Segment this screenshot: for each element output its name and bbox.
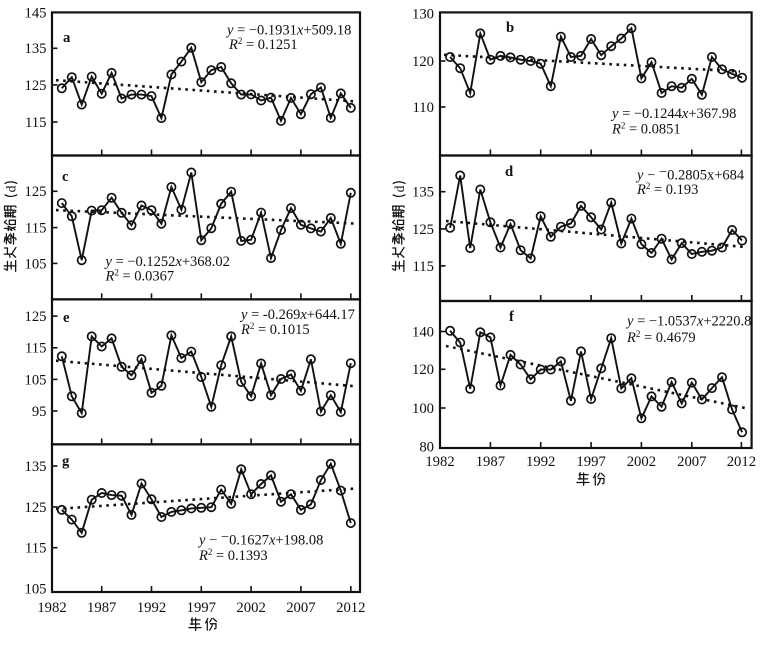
svg-text:y = -0.269x+644.17: y = -0.269x+644.17: [239, 307, 355, 323]
svg-text:135: 135: [24, 459, 46, 475]
svg-text:d: d: [392, 185, 407, 192]
svg-text:105: 105: [24, 372, 46, 388]
svg-text:y − −​0.2805x+684: y − −​0.2805x+684: [635, 165, 745, 184]
svg-text:R2​ = 0.0367: R2​ = 0.0367: [105, 268, 175, 285]
svg-text:2007: 2007: [677, 454, 706, 470]
svg-text:115: 115: [25, 341, 47, 357]
svg-text:120: 120: [412, 362, 434, 378]
svg-text:d: d: [4, 185, 19, 192]
svg-text:135: 135: [24, 41, 46, 57]
svg-text:125: 125: [24, 78, 46, 94]
svg-text:80: 80: [419, 439, 434, 455]
svg-text:R2​ = 0.1251: R2​ = 0.1251: [228, 36, 298, 53]
svg-text:2012: 2012: [336, 600, 365, 616]
svg-text:110: 110: [413, 100, 435, 116]
svg-text:130: 130: [412, 6, 434, 22]
svg-text:y = −0.1244x+367.98: y = −0.1244x+367.98: [610, 106, 736, 122]
svg-text:g: g: [62, 454, 70, 470]
svg-text:125: 125: [412, 222, 434, 238]
svg-text:2007: 2007: [286, 600, 315, 616]
svg-text:95: 95: [32, 404, 47, 420]
svg-text:2012: 2012: [727, 454, 756, 470]
svg-text:145: 145: [24, 5, 46, 21]
svg-text:125: 125: [24, 184, 46, 200]
svg-text:1997: 1997: [187, 600, 216, 616]
svg-text:R2​ = 0.1393: R2​ = 0.1393: [198, 547, 268, 564]
svg-text:115: 115: [25, 541, 47, 557]
svg-text:R2​ = 0.193: R2​ = 0.193: [636, 181, 698, 198]
svg-text:120: 120: [412, 54, 434, 70]
svg-text:c: c: [62, 169, 69, 185]
svg-text:1997: 1997: [576, 454, 605, 470]
svg-text:y = −0.1931x+509.18: y = −0.1931x+509.18: [225, 23, 351, 39]
svg-text:1982: 1982: [425, 454, 454, 470]
svg-text:R2​ = 0.1015: R2​ = 0.1015: [240, 321, 310, 338]
svg-text:100: 100: [412, 401, 434, 417]
svg-text:y = −0.1252x+368.02: y = −0.1252x+368.02: [104, 254, 230, 270]
svg-text:115: 115: [25, 115, 47, 131]
svg-text:2002: 2002: [627, 454, 656, 470]
svg-text:a: a: [63, 30, 71, 46]
svg-text:115: 115: [25, 221, 47, 237]
svg-text:1987: 1987: [476, 454, 505, 470]
svg-text:125: 125: [24, 500, 46, 516]
svg-text:1982: 1982: [37, 600, 66, 616]
svg-text:140: 140: [412, 324, 434, 340]
svg-text:f: f: [509, 309, 515, 325]
svg-text:y − −​0.1627x+198.08: y − −​0.1627x+198.08: [197, 530, 323, 549]
svg-text:1987: 1987: [87, 600, 116, 616]
svg-text:135: 135: [412, 185, 434, 201]
svg-text:y = −1.0537x+2220.8: y = −1.0537x+2220.8: [625, 314, 751, 330]
svg-text:2002: 2002: [236, 600, 265, 616]
svg-text:125: 125: [24, 309, 46, 325]
svg-text:1992: 1992: [526, 454, 555, 470]
svg-text:e: e: [63, 310, 70, 326]
svg-text:105: 105: [24, 256, 46, 272]
svg-text:d: d: [505, 164, 513, 180]
svg-text:R2​ = 0.4679: R2​ = 0.4679: [626, 329, 696, 346]
svg-text:105: 105: [24, 581, 46, 597]
svg-text:R2​ = 0.0851: R2​ = 0.0851: [611, 121, 681, 138]
svg-text:115: 115: [413, 259, 435, 275]
svg-text:1992: 1992: [137, 600, 166, 616]
svg-text:b: b: [506, 20, 514, 36]
